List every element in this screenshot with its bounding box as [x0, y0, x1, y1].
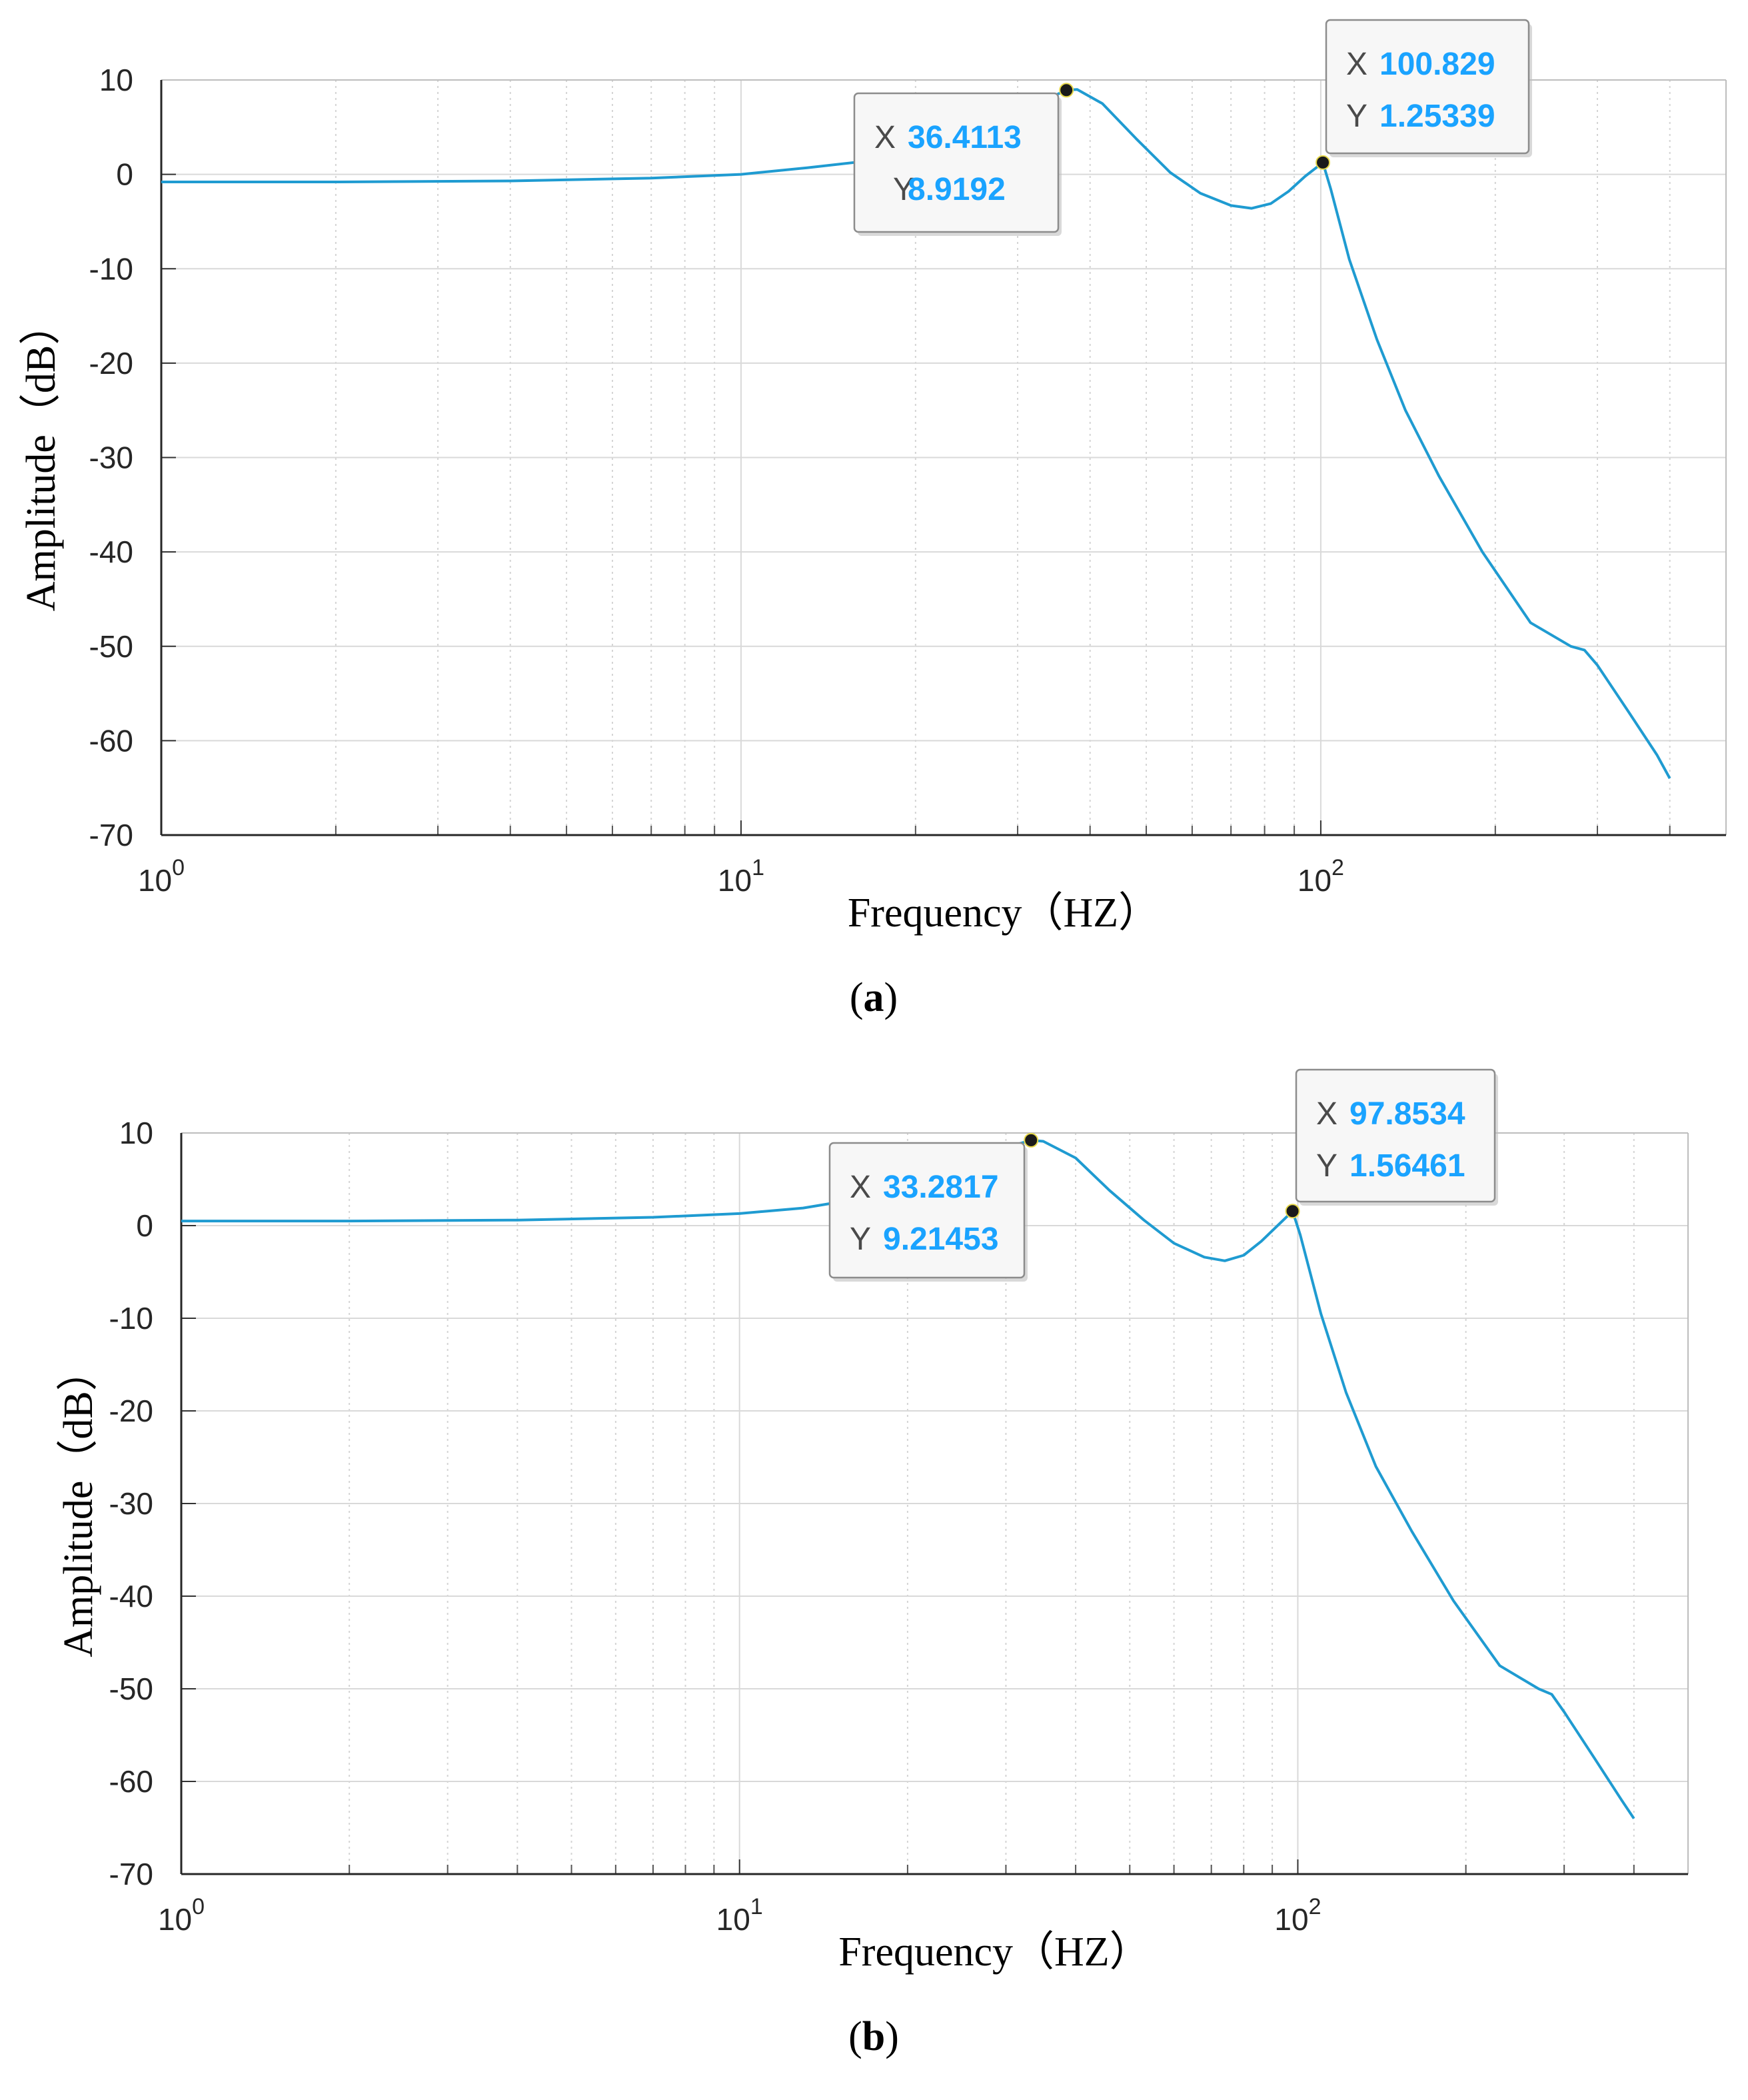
datatip-x-key: X	[850, 1170, 871, 1205]
y-tick-label: -50	[109, 1671, 153, 1706]
x-tick-label: 102	[1274, 1894, 1321, 1937]
minor-gridlines	[349, 1133, 1635, 1874]
y-tick-label: -10	[109, 1301, 153, 1336]
x-tick-exponent: 0	[172, 855, 185, 880]
x-tick-exponent: 0	[192, 1894, 205, 1919]
y-tick-label: -60	[109, 1764, 153, 1799]
y-tick-label: -50	[89, 629, 133, 664]
y-tick-label: -30	[89, 441, 133, 475]
datatip-x-value: 36.4113	[908, 120, 1022, 155]
x-axis-label: Frequency（HZ）	[838, 1929, 1150, 1975]
datatip-y-value: 9.21453	[883, 1222, 999, 1257]
datatip: X 100.829 Y 1.25339	[1315, 19, 1532, 170]
datatip-x-key: X	[1316, 1096, 1337, 1132]
datatip-box	[1325, 19, 1530, 155]
datatip-box	[853, 92, 1060, 233]
minor-gridlines	[335, 80, 1671, 835]
x-tick-base: 10	[1274, 1902, 1308, 1937]
datatip-y-value: 1.25339	[1379, 99, 1495, 134]
x-tick-label: 100	[158, 1894, 205, 1937]
x-tick-base: 10	[138, 863, 172, 898]
datatip-y-key: Y	[1316, 1148, 1337, 1184]
caption-open-paren: (	[850, 975, 864, 1020]
x-tick-label: 101	[718, 855, 764, 898]
x-tick-label: 102	[1298, 855, 1344, 898]
datatip-marker	[1024, 1132, 1039, 1148]
datatip-x-value: 97.8534	[1349, 1096, 1465, 1132]
caption-letter: a	[864, 975, 884, 1020]
x-tick-exponent: 2	[1331, 855, 1344, 880]
panel-a: 100 101 102100-10-20-30-40-50-60-70Frequen…	[19, 19, 1727, 1020]
y-tick-label: 0	[136, 1208, 153, 1243]
y-tick-label: -20	[89, 346, 133, 381]
x-tick-exponent: 1	[752, 855, 764, 880]
datatip-y-key: Y	[893, 172, 914, 207]
caption-close-paren: )	[884, 975, 898, 1020]
caption-letter: b	[862, 2014, 885, 2059]
x-tick-exponent: 2	[1309, 1894, 1321, 1919]
x-tick-base: 10	[158, 1902, 192, 1937]
x-tick-exponent: 1	[750, 1894, 763, 1919]
datatip-marker	[1059, 83, 1074, 98]
panel-b: 100 101 102100-10-20-30-40-50-60-70Frequen…	[56, 1068, 1689, 2059]
y-tick-label: 10	[99, 63, 133, 97]
y-tick-label: 10	[119, 1116, 153, 1150]
datatip-y-value: 1.56461	[1349, 1148, 1465, 1184]
x-tick-base: 10	[1298, 863, 1331, 898]
caption-close-paren: )	[885, 2014, 899, 2059]
y-tick-label: -30	[109, 1486, 153, 1521]
y-tick-label: -70	[109, 1857, 153, 1891]
datatip-y-value: 8.9192	[908, 172, 1006, 207]
datatip-box	[1295, 1068, 1496, 1203]
datatip-y-key: Y	[850, 1222, 871, 1257]
y-tick-label: -40	[109, 1579, 153, 1613]
x-tick-label: 100	[138, 855, 185, 898]
x-axis-label: Frequency（HZ）	[848, 890, 1160, 936]
y-axis-label: Amplitude（dB）	[56, 1350, 101, 1657]
panel-caption: (a)	[850, 975, 898, 1020]
datatip-x-value: 100.829	[1379, 47, 1495, 82]
datatip-x-value: 33.2817	[883, 1170, 999, 1205]
y-tick-label: -20	[109, 1394, 153, 1428]
datatip-x-key: X	[1346, 47, 1367, 82]
datatip-marker	[1285, 1204, 1300, 1219]
datatip-y-key: Y	[1346, 99, 1367, 134]
y-tick-label: -70	[89, 818, 133, 852]
datatip-x-key: X	[874, 120, 896, 155]
y-tick-label: -10	[89, 251, 133, 286]
x-tick-base: 10	[716, 1902, 750, 1937]
datatip: X 97.8534 Y 1.56461	[1285, 1068, 1498, 1219]
x-tick-label: 101	[716, 1894, 763, 1937]
datatip-box	[828, 1142, 1026, 1279]
y-tick-label: 0	[116, 157, 133, 192]
datatip: X 33.2817 Y 9.21453	[828, 1132, 1039, 1282]
panel-caption: (b)	[848, 2014, 899, 2059]
y-axis-label: Amplitude（dB）	[19, 304, 64, 612]
y-tick-label: -40	[89, 534, 133, 569]
datatip-marker	[1315, 155, 1331, 170]
caption-open-paren: (	[848, 2014, 862, 2059]
x-tick-base: 10	[718, 863, 752, 898]
y-tick-label: -60	[89, 723, 133, 758]
datatip: X 36.4113 Y8.9192	[853, 83, 1074, 236]
